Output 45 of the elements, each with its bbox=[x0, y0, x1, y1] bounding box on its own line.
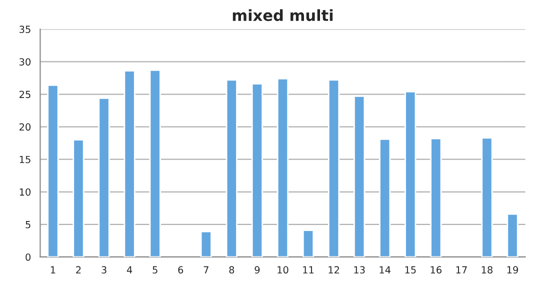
bar bbox=[226, 79, 238, 257]
bar bbox=[430, 138, 442, 257]
y-tick-label: 5 bbox=[26, 221, 30, 228]
x-tick-label: 8 bbox=[229, 266, 234, 274]
bar bbox=[481, 137, 493, 257]
bar bbox=[98, 97, 110, 257]
chart-title: mixed multi bbox=[232, 9, 333, 22]
bar bbox=[506, 213, 518, 257]
x-tick-label: 13 bbox=[354, 266, 365, 274]
x-tick-label: 3 bbox=[102, 266, 106, 274]
bar bbox=[404, 90, 416, 257]
x-tick-label: 18 bbox=[482, 266, 493, 274]
bar bbox=[251, 83, 264, 257]
bar bbox=[149, 70, 161, 257]
x-tick-label: 17 bbox=[456, 266, 467, 274]
x-tick-label: 11 bbox=[303, 266, 314, 274]
x-tick-label: 4 bbox=[126, 266, 132, 274]
bar bbox=[302, 230, 314, 257]
y-tick-label: 10 bbox=[20, 188, 31, 196]
bar bbox=[124, 70, 136, 257]
bar bbox=[276, 78, 289, 257]
bar bbox=[47, 84, 59, 257]
y-tick-label: 15 bbox=[20, 156, 30, 164]
x-tick-label: 10 bbox=[278, 266, 288, 274]
y-tick-label: 0 bbox=[26, 253, 31, 261]
x-tick-label: 12 bbox=[328, 266, 340, 274]
bar bbox=[72, 139, 84, 257]
x-tick-label: 7 bbox=[204, 266, 208, 274]
x-tick-label: 9 bbox=[254, 266, 260, 274]
bar bbox=[354, 96, 366, 257]
y-tick-label: 25 bbox=[20, 90, 30, 98]
bar bbox=[379, 138, 391, 257]
y-tick-label: 35 bbox=[20, 26, 30, 34]
x-tick-label: 16 bbox=[430, 266, 442, 274]
y-tick-label: 30 bbox=[20, 58, 31, 66]
x-tick-label: 5 bbox=[152, 266, 158, 274]
x-tick-label: 6 bbox=[178, 266, 184, 274]
x-tick-label: 19 bbox=[507, 266, 518, 274]
x-tick-label: 1 bbox=[50, 266, 56, 274]
x-tick-label: 15 bbox=[405, 266, 416, 274]
y-tick-label: 20 bbox=[20, 123, 31, 131]
bar bbox=[328, 79, 340, 257]
bar bbox=[200, 230, 212, 257]
x-tick-label: 2 bbox=[76, 266, 81, 274]
x-tick-label: 14 bbox=[380, 266, 390, 274]
